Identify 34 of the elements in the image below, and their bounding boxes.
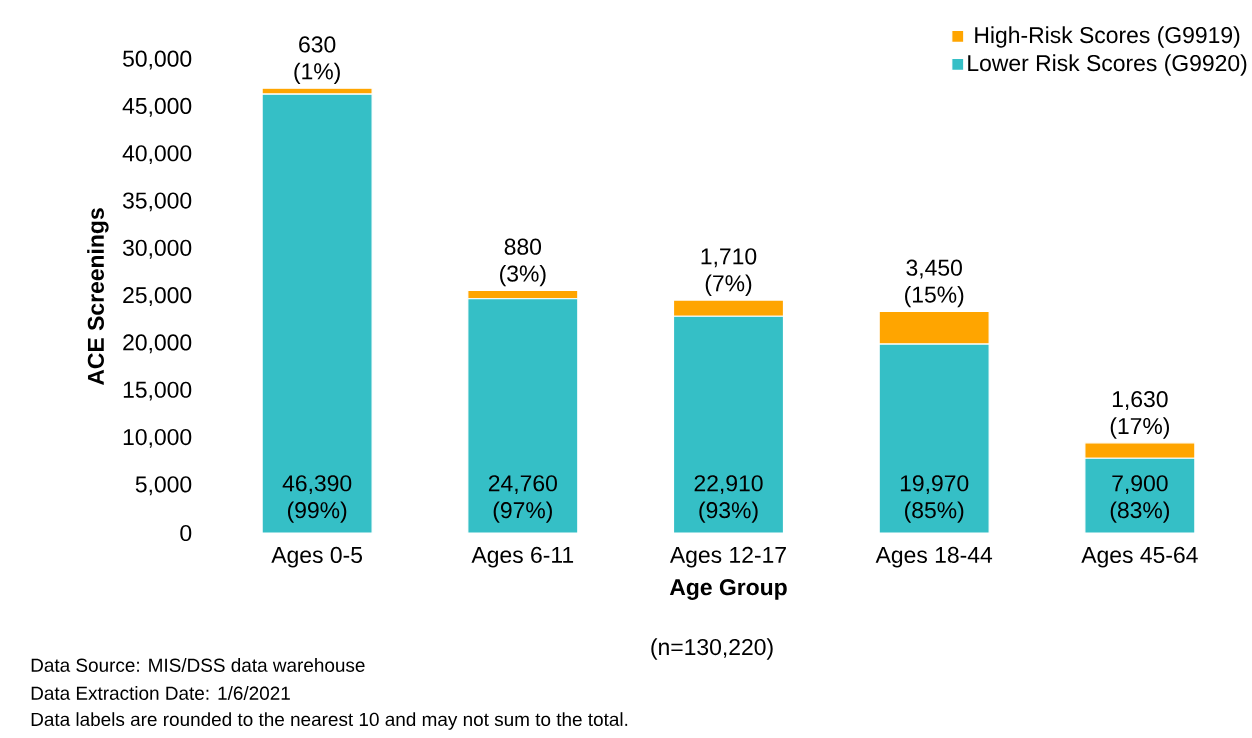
y-tick-label: 30,000 (122, 239, 192, 259)
y-tick-label: 20,000 (123, 334, 192, 354)
data-label: 22,910 (93%) (694, 475, 763, 523)
y-tick-label: 15,000 (123, 381, 192, 401)
x-tick-label: Ages 18-44 (875, 546, 993, 568)
x-tick-label: Ages 12-17 (669, 546, 786, 568)
data-label: 24,760 (97%) (488, 475, 557, 523)
y-tick-label: 40,000 (122, 145, 192, 165)
text: (n=130,220) (651, 638, 773, 660)
data-label: 19,970 (85%) (900, 475, 969, 523)
x-tick-label: Ages 0-5 (271, 546, 362, 568)
data-label: 7,900 (83%) (1110, 475, 1169, 523)
source-note: Data Source: MIS/DSS data warehouse (31, 658, 365, 672)
y-tick-label: 35,000 (122, 192, 192, 212)
data-label: 1,630 (17%) (1110, 391, 1169, 439)
data-label: 1,710 (7%) (701, 248, 757, 296)
y-tick-label: 45,000 (122, 97, 192, 117)
x-axis-title: Age Group (669, 579, 787, 600)
y-tick-label: 10,000 (123, 428, 192, 448)
y-tick-label: 50,000 (123, 50, 192, 70)
data-label: 3,450 (15%) (905, 259, 964, 308)
legend-label: High-Risk Scores (G9919) (975, 26, 1240, 48)
data-label: 46,390 (99%) (282, 475, 352, 523)
y-axis-title: ACE Screenings (87, 208, 109, 386)
text: Data labels are rounded to the nearest 10 and may not sum to the total. (31, 712, 628, 730)
x-tick-label: Ages 45-64 (1081, 546, 1198, 568)
legend-label: Lower Risk Scores (G9920) (968, 54, 1247, 76)
data-label: 880 (3%) (500, 238, 546, 287)
data-label: 630 (1%) (294, 36, 340, 84)
y-tick-label: 25,000 (123, 287, 192, 306)
y-tick-label: 0 (180, 524, 192, 542)
y-tick-label: 5,000 (135, 476, 192, 496)
text: Data Extraction Date: 1/6/2021 (31, 686, 290, 700)
x-tick-label: Ages 6-11 (471, 546, 574, 568)
